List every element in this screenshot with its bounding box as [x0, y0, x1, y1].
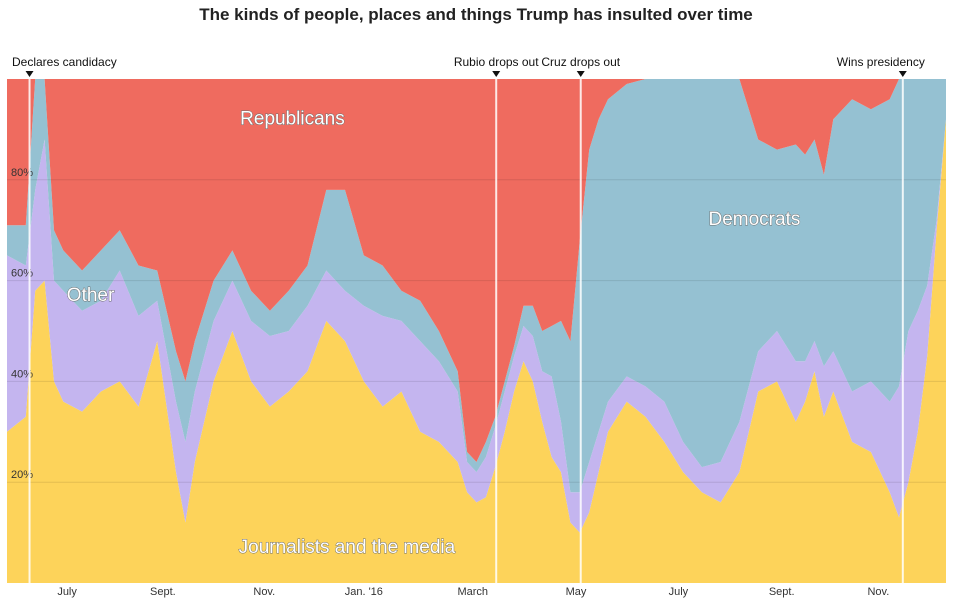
event-markers: Declares candidacy Rubio drops out Cruz dr… [12, 55, 925, 583]
area-label-republicans: Republicans [240, 108, 345, 129]
stacked-areas [7, 79, 946, 584]
x-tick-label-1: Sept. [150, 586, 176, 598]
y-tick-label-40: 40% [11, 368, 33, 380]
x-tick-label-2: Nov. [253, 586, 275, 598]
x-tick-label-5: May [566, 586, 587, 598]
x-tick-label-4: March [457, 586, 488, 598]
event-label-cruz-drops-out: Cruz drops out [541, 55, 620, 69]
event-marker-declares-candidacy [25, 71, 34, 77]
area-label-journalists-and-the-media: Journalists and the media [239, 537, 456, 558]
area-label-other: Other [67, 285, 115, 306]
y-tick-label-60: 60% [11, 268, 33, 280]
event-label-wins-presidency: Wins presidency [837, 55, 925, 69]
y-tick-label-20: 20% [11, 469, 33, 481]
event-label-declares-candidacy: Declares candidacy [12, 55, 117, 69]
area-republicans [7, 79, 946, 462]
y-axis-ticks: 20% 40% 60% 80% [11, 167, 33, 481]
x-tick-label-6: July [669, 586, 689, 598]
event-marker-cruz-drops-out [576, 71, 585, 77]
event-marker-rubio-drops-out [492, 71, 501, 77]
x-tick-label-3: Jan. '16 [345, 586, 383, 598]
y-tick-label-80: 80% [11, 167, 33, 179]
event-label-rubio-drops-out: Rubio drops out [454, 55, 539, 69]
y-gridlines [7, 179, 946, 483]
x-axis-ticks: July Sept. Nov. Jan. '16 March May July Sept. No… [57, 586, 889, 598]
x-tick-label-7: Sept. [769, 586, 795, 598]
x-tick-label-0: July [57, 586, 77, 598]
x-tick-label-8: Nov. [867, 586, 889, 598]
area-label-democrats: Democrats [709, 209, 801, 230]
chart-title: The kinds of people, places and things T… [199, 5, 753, 24]
event-marker-wins-presidency [898, 71, 907, 77]
area-democrats [7, 79, 946, 493]
area-journalists-and-the-media [7, 119, 946, 584]
area-labels: Republicans Democrats Other Journalists and… [66, 108, 801, 558]
